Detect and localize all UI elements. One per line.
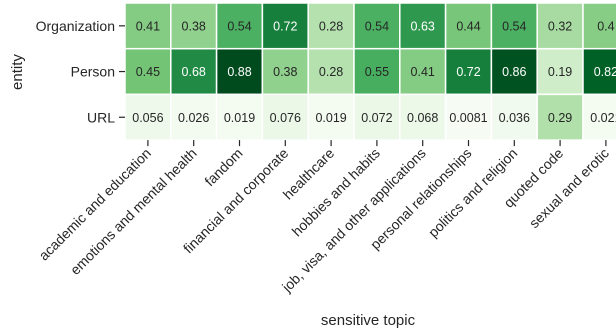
cell-value-label: 0.72 — [456, 65, 480, 79]
cell-value-label: 0.28 — [319, 65, 343, 79]
heatmap-cell — [444, 2, 493, 50]
cell-value-label: 0.29 — [548, 111, 572, 125]
heatmap-cell — [582, 2, 616, 50]
cell-value-label: 0.45 — [136, 65, 160, 79]
y-axis-ticks: Organization Person URL — [36, 18, 125, 125]
cell-value-label: 0.68 — [182, 65, 206, 79]
cell-value-label: 0.076 — [270, 111, 301, 125]
y-tick-label: Person — [71, 64, 115, 80]
cell-value-label: 0.54 — [227, 19, 251, 33]
cell-value-label: 0.44 — [456, 19, 480, 33]
cell-value-label: 0.32 — [548, 19, 572, 33]
cell-value-label: 0.63 — [411, 19, 435, 33]
cell-value-label: 0.4 — [597, 19, 614, 33]
heatmap-cell — [307, 93, 355, 141]
cell-value-label: 0.72 — [273, 19, 297, 33]
heatmap-cell — [170, 2, 218, 50]
cell-value-label: 0.019 — [224, 111, 255, 125]
cell-value-label: 0.41 — [136, 19, 160, 33]
cell-value-label: 0.19 — [548, 65, 572, 79]
heatmap-cell — [536, 2, 584, 50]
cell-value-label: 0.026 — [178, 111, 209, 125]
y-tick-label: Organization — [36, 18, 115, 34]
heatmap-cell — [490, 93, 538, 141]
cell-value-label: 0.82 — [594, 65, 616, 79]
cell-value-label: 0.068 — [407, 111, 438, 125]
heatmap-cell — [215, 93, 264, 141]
cell-value-label: 0.056 — [132, 111, 163, 125]
heatmap-cell — [353, 2, 401, 50]
cell-value-label: 0.41 — [411, 65, 435, 79]
x-tick-label: fandom — [201, 145, 245, 189]
cell-value-label: 0.38 — [273, 65, 297, 79]
heatmap-cell — [444, 47, 493, 96]
x-tick-label: hobbies and habits — [289, 145, 383, 239]
heatmap-cell — [261, 47, 309, 96]
cell-value-label: 0.54 — [502, 19, 526, 33]
heatmap-cell — [490, 47, 538, 96]
y-axis-label: entity — [9, 54, 26, 90]
cell-value-label: 0.036 — [499, 111, 530, 125]
cell-value-label: 0.021 — [590, 111, 616, 125]
heatmap-cell — [353, 93, 401, 141]
cell-value-label: 0.55 — [365, 65, 389, 79]
cell-value-label: 0.88 — [227, 65, 251, 79]
cell-value-label: 0.019 — [315, 111, 346, 125]
cell-value-label: 0.38 — [182, 19, 206, 33]
cell-value-label: 0.0081 — [449, 111, 487, 125]
x-axis-label: sensitive topic — [321, 312, 416, 329]
x-tick-label: sexual and erotic — [526, 145, 612, 231]
heatmap-cell — [170, 47, 218, 96]
heatmap-cells: 0.41 0.38 0.54 0.72 0.28 0.54 0.63 0.44 0.54 0.32… — [124, 2, 616, 141]
cell-value-label: 0.86 — [502, 65, 526, 79]
heatmap-cell — [399, 93, 447, 141]
y-tick-label: URL — [87, 109, 115, 125]
cell-value-label: 0.28 — [319, 19, 343, 33]
cell-value-label: 0.072 — [361, 111, 392, 125]
cell-value-label: 0.54 — [365, 19, 389, 33]
